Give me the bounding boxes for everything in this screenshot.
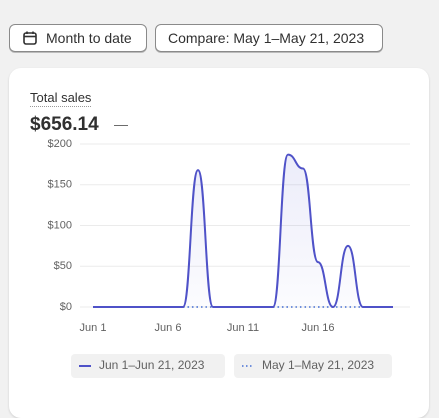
legend-box — [71, 354, 225, 378]
button-label: Compare: May 1–May 21, 2023 — [168, 30, 365, 46]
metric-change: — — [114, 116, 128, 132]
date-range-button[interactable]: Month to date — [9, 24, 147, 52]
calendar-icon — [23, 31, 37, 45]
legend-item: Jun 1–Jun 21, 2023 — [71, 354, 225, 378]
line-area — [93, 154, 393, 307]
legend-item: May 1–May 21, 2023 — [234, 354, 392, 378]
legend-label: May 1–May 21, 2023 — [262, 358, 374, 372]
x-tick-label: Jun 1 — [80, 322, 107, 334]
x-tick-label: Jun 6 — [155, 322, 182, 334]
x-tick-label: Jun 11 — [227, 322, 259, 334]
button-label: Month to date — [46, 30, 132, 46]
compare-button[interactable]: Compare: May 1–May 21, 2023 — [155, 24, 383, 52]
line-series — [92, 153, 393, 309]
legend-box — [234, 354, 392, 378]
y-tick-label: $100 — [48, 219, 72, 231]
chart: $0 $50 $100 $150 $200 Jun 1 Jun 6 Jun 11 Jun 16 J… — [48, 138, 410, 378]
y-tick-label: $200 — [48, 138, 72, 150]
legend-label: Jun 1–Jun 21, 2023 — [99, 358, 205, 372]
metric-label: Total sales — [30, 90, 92, 107]
page: Month to date Compare: May 1–May 21, 202… — [9, 24, 429, 418]
y-tick-label: $150 — [48, 179, 72, 191]
y-tick-label: $50 — [54, 260, 72, 272]
y-tick-label: $0 — [60, 301, 72, 313]
metric-value: $656.14 — [30, 114, 99, 135]
x-tick-label: Jun 16 — [301, 322, 334, 334]
